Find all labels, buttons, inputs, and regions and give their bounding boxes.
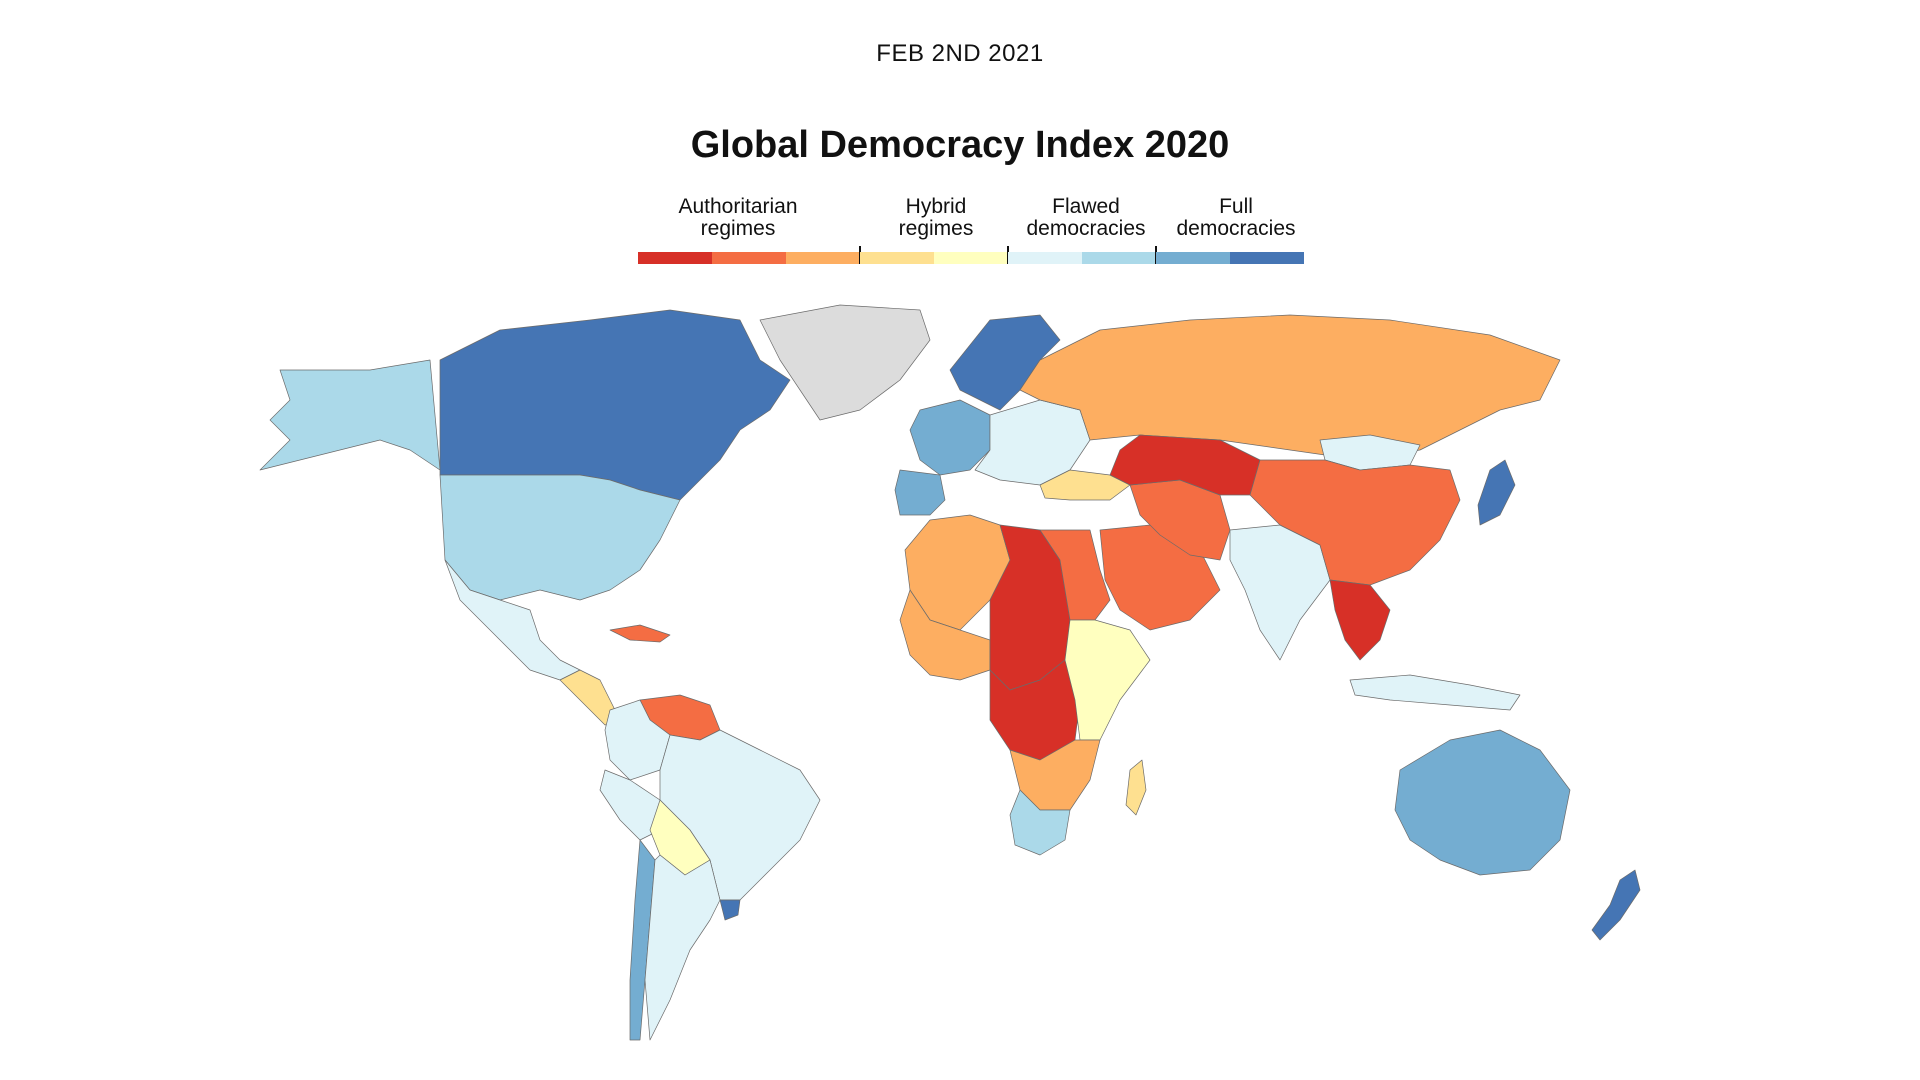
legend-swatch	[786, 252, 860, 264]
legend-label-hybrid: Hybrid regimes	[898, 195, 974, 240]
region-uruguay	[719, 899, 741, 921]
region-argentina	[644, 854, 721, 1041]
region-western-europe	[909, 399, 991, 476]
legend-swatch	[1008, 252, 1082, 264]
region-peru	[599, 769, 661, 841]
region-russia	[1019, 314, 1561, 461]
region-west-africa	[899, 589, 991, 681]
world-map	[140, 300, 1820, 1060]
map-title: Global Democracy Index 2020	[690, 124, 1230, 166]
legend-swatch	[1230, 252, 1304, 264]
legend: Authoritarian regimes Hybrid regimes Fla…	[638, 196, 1306, 266]
legend-swatch	[934, 252, 1008, 264]
legend-swatch	[1156, 252, 1230, 264]
region-usa	[439, 474, 681, 601]
legend-swatch	[860, 252, 934, 264]
legend-swatch	[1082, 252, 1156, 264]
publication-date: FEB 2ND 2021	[876, 40, 1044, 67]
region-india	[1229, 524, 1331, 661]
region-alaska	[259, 359, 441, 471]
legend-label-authoritarian: Authoritarian regimes	[678, 195, 798, 240]
region-madagascar	[1125, 759, 1147, 816]
region-southeast-asia	[1329, 579, 1391, 661]
region-north-africa	[904, 514, 1011, 631]
region-australia	[1394, 729, 1571, 876]
region-central-asia	[1109, 434, 1261, 496]
region-cuba	[609, 624, 671, 643]
region-new-zealand	[1591, 869, 1641, 941]
legend-label-full: Full democracies	[1176, 195, 1296, 240]
legend-swatch	[638, 252, 712, 264]
legend-label-flawed: Flawed democracies	[1026, 195, 1146, 240]
world-map-svg	[259, 304, 1641, 1041]
region-canada	[439, 309, 791, 501]
legend-swatch	[712, 252, 786, 264]
region-japan	[1477, 459, 1516, 526]
region-china	[1249, 459, 1461, 586]
region-south-africa	[1009, 789, 1071, 856]
region-indonesia	[1349, 674, 1521, 711]
region-egypt	[1039, 529, 1111, 621]
region-turkey	[1039, 469, 1131, 501]
region-east-africa	[1064, 619, 1151, 741]
region-greenland	[759, 304, 931, 421]
region-iberia	[894, 469, 946, 516]
